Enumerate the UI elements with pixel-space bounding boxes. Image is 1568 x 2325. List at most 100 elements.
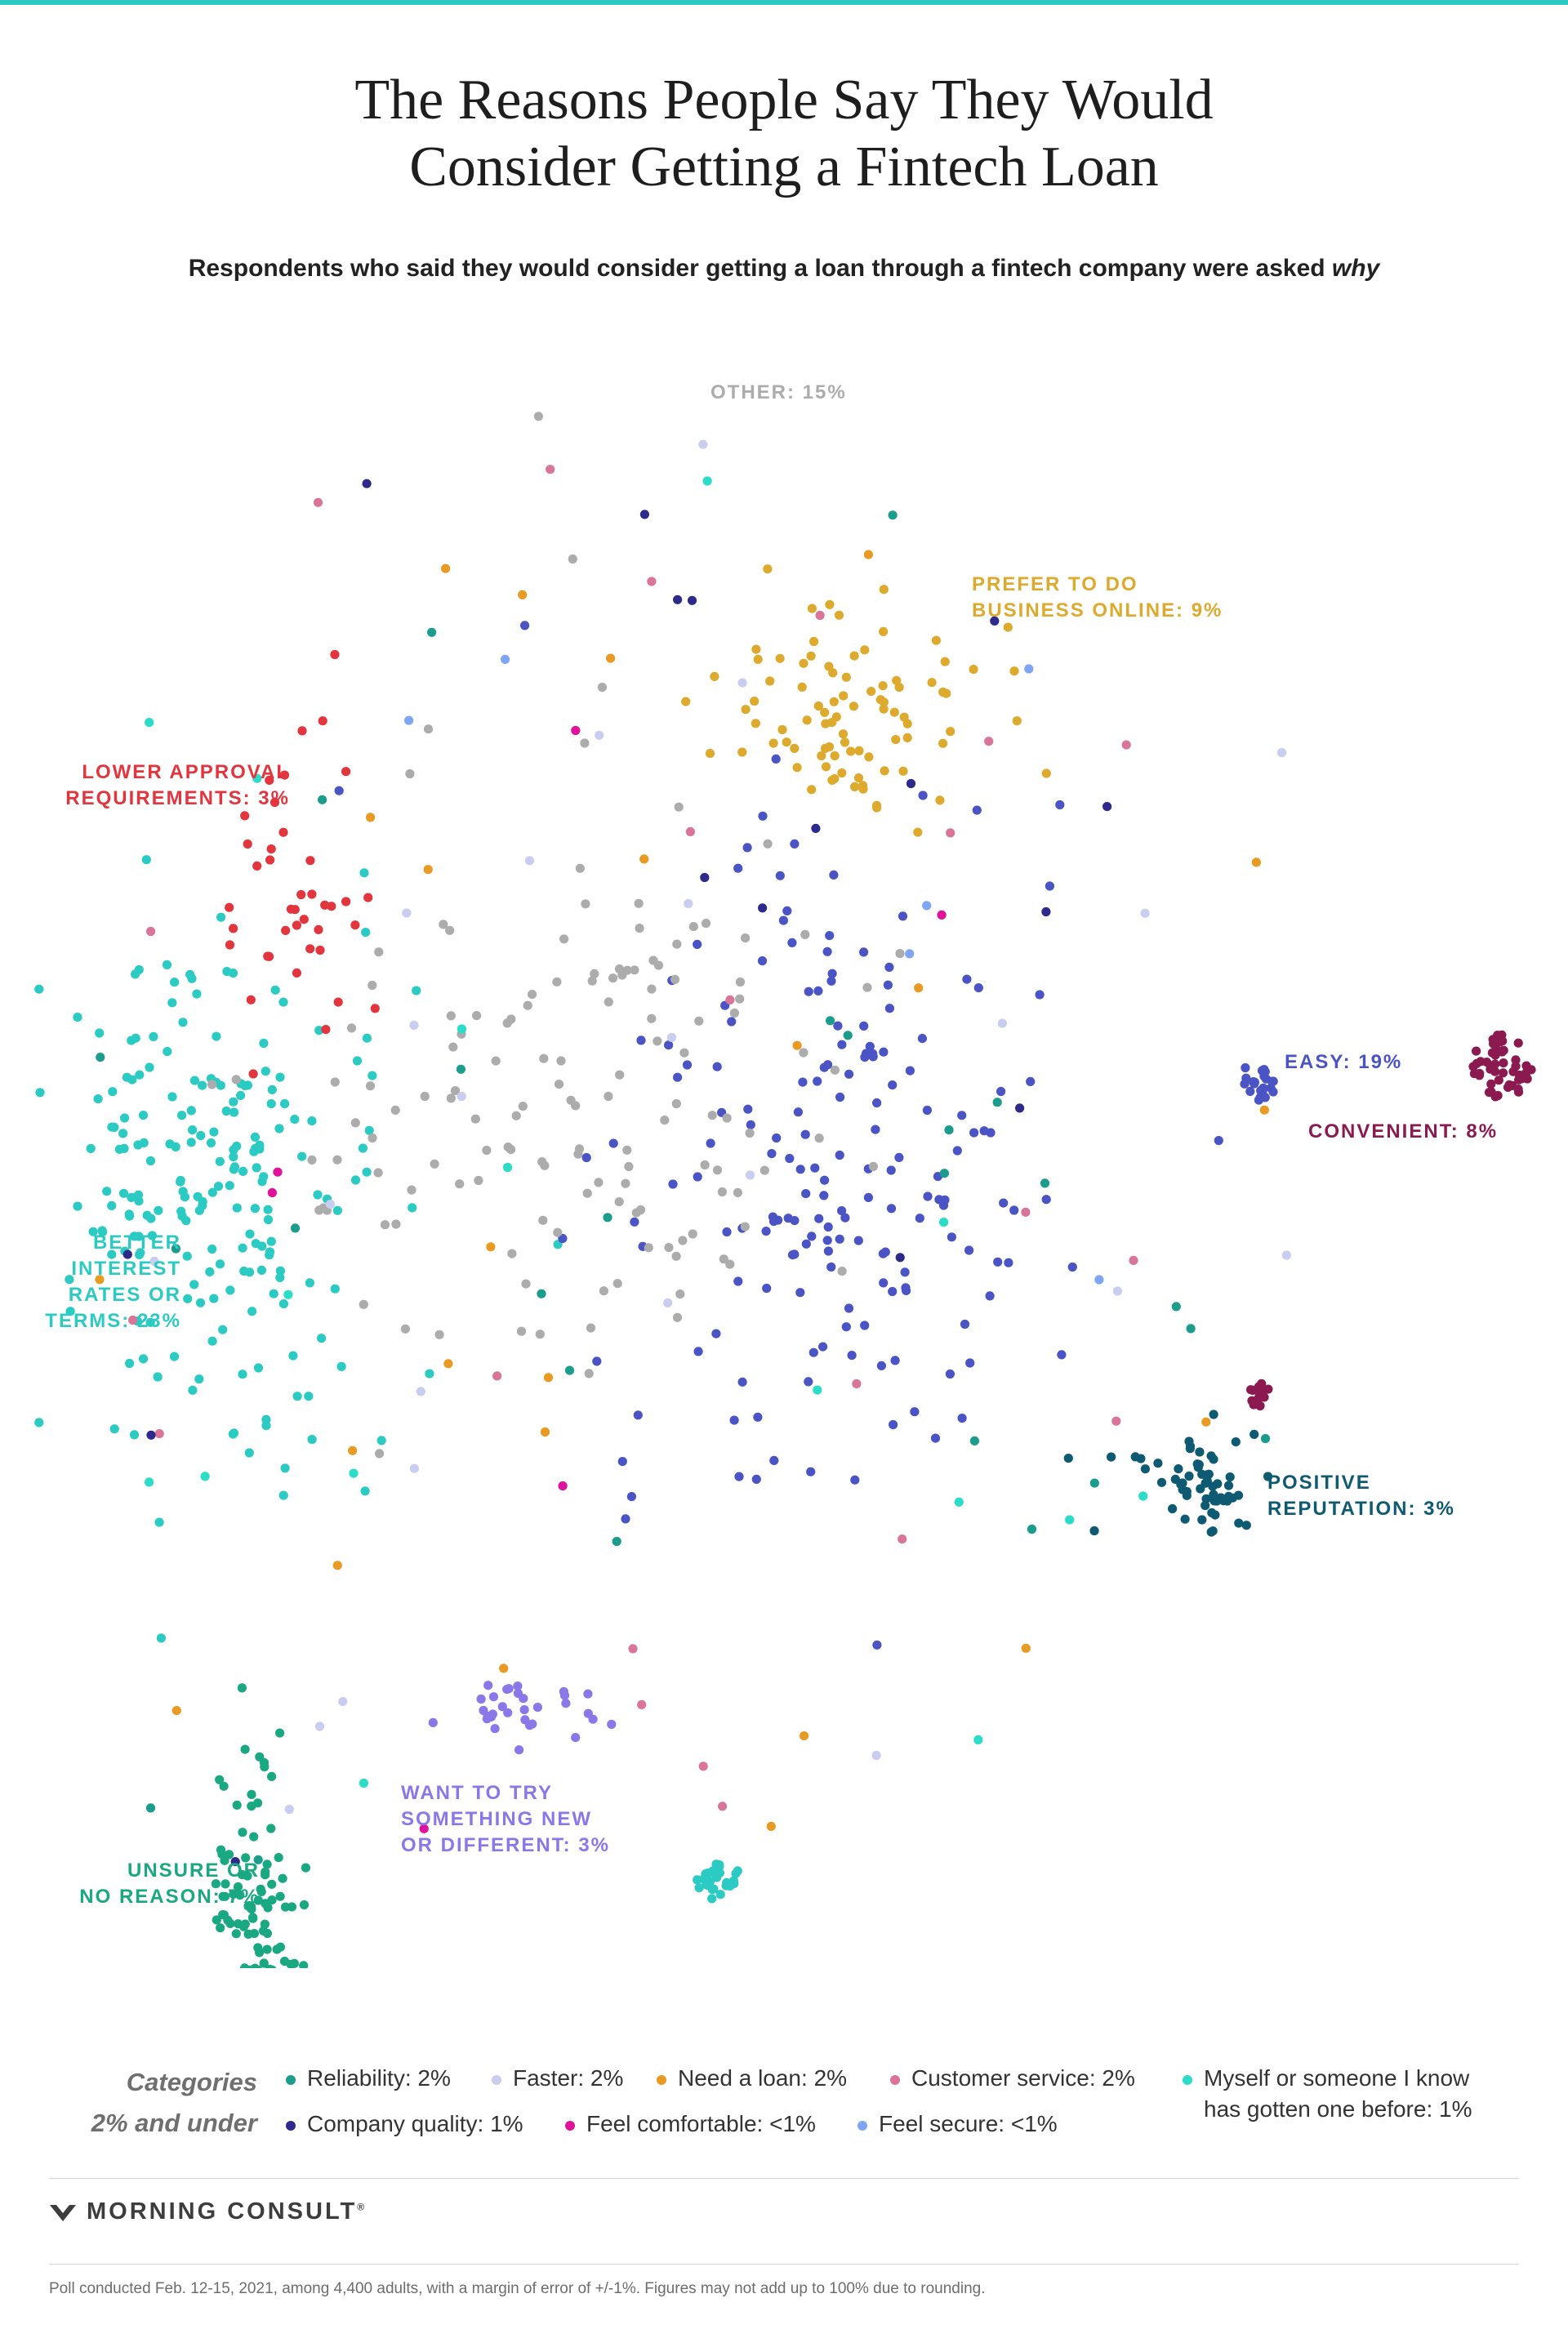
data-point [1035,990,1045,1000]
data-point [290,1115,300,1125]
data-point [365,1081,376,1091]
data-point [107,1249,117,1259]
data-point [633,1410,643,1420]
data-point [826,1016,835,1026]
title-line-1: The Reasons People Say They Would [354,69,1214,131]
data-point [518,1102,528,1111]
data-point [255,1144,265,1154]
data-point [1026,1076,1036,1086]
data-point [516,1326,527,1336]
data-point [209,1294,219,1303]
legend-label: Customer service: 2% [911,2065,1135,2091]
data-point [305,1278,314,1288]
data-point [88,1227,98,1236]
data-point [606,653,616,663]
data-point [837,1267,847,1276]
data-point [207,1244,217,1254]
data-point [821,762,831,772]
data-point [216,912,226,922]
data-point [1234,1518,1244,1528]
data-point [177,1111,187,1120]
data-point [1259,1105,1269,1115]
data-point [366,813,376,822]
data-point [859,947,869,957]
data-point [829,870,839,880]
data-point [722,1113,732,1123]
data-point [1200,1500,1210,1511]
data-point [852,1379,862,1389]
data-point [1130,1452,1140,1462]
data-point [145,1062,154,1072]
cluster-label-line: RATES OR [68,1284,181,1306]
data-point [154,1429,164,1439]
data-point [301,1863,310,1873]
brand-registered-mark: ® [357,2201,365,2213]
data-point [793,1107,804,1117]
data-point [474,1175,483,1186]
data-point [561,1699,571,1708]
data-point [946,828,956,838]
data-point [153,1372,163,1382]
cluster-label-lower-approval-requirements: LOWER APPROVAL REQUIREMENTS: 3% [65,759,290,812]
data-point [216,1080,225,1090]
data-point [1247,1396,1257,1405]
data-point [1185,1444,1195,1454]
data-point [681,697,691,706]
data-point [910,1407,920,1417]
data-point [267,1771,277,1781]
data-point [278,827,288,837]
data-point [404,715,414,725]
data-point [858,784,868,794]
data-point [1241,1062,1250,1073]
data-point [195,1298,206,1307]
data-point [145,1317,155,1327]
data-point [446,1011,456,1021]
data-point [443,1359,453,1369]
data-point [846,746,856,756]
data-point [102,1187,112,1196]
data-point [1180,1514,1190,1524]
data-point [149,1031,158,1041]
data-point [711,1329,721,1338]
data-point [364,1125,374,1135]
data-point [792,763,802,773]
data-point [348,1445,358,1455]
data-point [969,1128,979,1138]
data-point [1276,748,1287,758]
data-point [124,1209,134,1219]
cluster-label-line: POSITIVE [1267,1472,1371,1494]
data-point [819,1191,829,1200]
data-point [888,1080,898,1090]
data-point [990,616,1000,626]
data-point [559,934,569,944]
data-point [865,1041,875,1051]
data-point [854,746,864,755]
data-point [751,1474,761,1484]
data-point [1201,1494,1211,1503]
data-point [313,1190,323,1200]
legend-label-line-1: Myself or someone I know [1204,2065,1470,2091]
data-point [996,1086,1006,1097]
data-point [580,738,590,748]
data-point [871,1750,881,1761]
data-point [973,1735,983,1744]
data-point [192,989,202,999]
data-point [209,1127,219,1137]
data-point [280,1902,291,1912]
data-point [225,1850,234,1860]
footer-divider-bottom [49,2264,1519,2265]
data-point [960,1319,970,1330]
data-point [1138,1491,1148,1501]
data-point [671,1251,681,1261]
data-point [813,1076,822,1086]
data-point [434,1330,444,1339]
data-point [701,919,711,929]
data-point [866,687,876,697]
data-point [330,1284,340,1294]
data-point [888,1286,898,1297]
data-point [937,910,947,920]
data-point [181,1216,191,1226]
data-point [262,1928,272,1939]
data-point [813,701,823,711]
data-point [947,1232,956,1242]
